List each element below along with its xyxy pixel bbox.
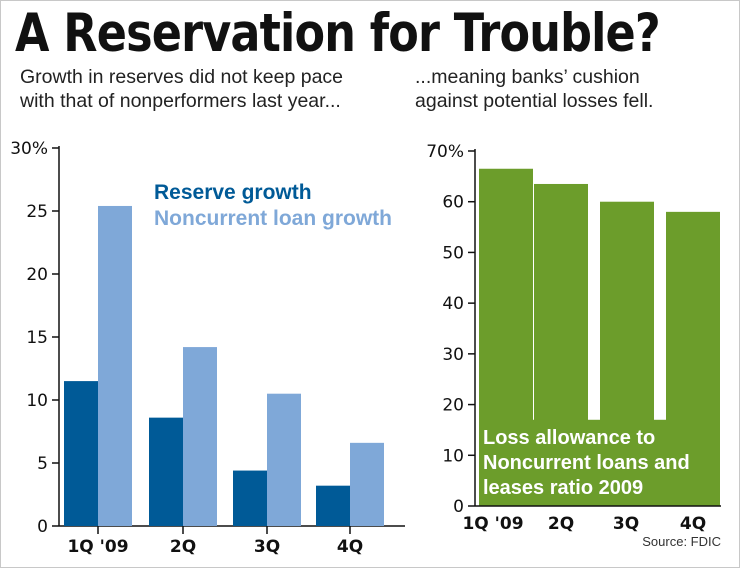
y-tick-label: 70% [426, 142, 464, 162]
x-category-label: 4Q [337, 537, 363, 557]
y-tick-label: 30% [10, 139, 48, 159]
bar-reserve-3 [316, 485, 350, 526]
y-tick-label: 40 [442, 294, 464, 314]
y-tick-label: 5 [37, 454, 48, 474]
y-tick-label: 25 [26, 202, 48, 222]
subtitle-left: Growth in reserves did not keep pace wit… [20, 66, 344, 112]
y-tick-label: 0 [453, 497, 464, 517]
legend-label-noncurrent: Noncurrent loan growth [154, 207, 392, 230]
x-category-label: 1Q '09 [462, 514, 523, 534]
series-label-line: Noncurrent loans and [483, 452, 690, 474]
x-category-label: 1Q '09 [67, 537, 128, 557]
y-tick-label: 15 [26, 328, 48, 348]
bar-gap-fill-0 [533, 419, 545, 506]
x-category-label: 3Q [254, 537, 280, 557]
y-tick-label: 20 [442, 396, 464, 416]
x-category-label: 2Q [548, 514, 574, 534]
x-category-label: 4Q [680, 514, 706, 534]
bar-allowance-3 [666, 211, 720, 506]
series-label-line: Loss allowance to [483, 427, 655, 449]
bar-noncurrent-1 [183, 347, 217, 526]
right-chart: 0 10 20 30 40 50 60 70% 1Q '09 2Q 3Q 4Q Loss allowan… [426, 142, 721, 534]
y-tick-label: 20 [26, 265, 48, 285]
y-tick-label: 10 [26, 391, 48, 411]
y-tick-label: 60 [442, 193, 464, 213]
bar-allowance-2 [600, 201, 654, 506]
source-note: Source: FDIC [642, 534, 721, 549]
bar-noncurrent-2 [267, 393, 301, 526]
series-label-line: leases ratio 2009 [483, 477, 643, 499]
bar-allowance-0 [479, 168, 533, 506]
legend-label-reserve: Reserve growth [154, 181, 312, 204]
y-tick-label: 10 [442, 446, 464, 466]
y-tick-label: 30 [442, 345, 464, 365]
y-tick-label: 50 [442, 243, 464, 263]
bar-reserve-1 [149, 417, 183, 526]
x-category-label: 3Q [613, 514, 639, 534]
y-tick-label: 0 [37, 517, 48, 537]
x-category-label: 2Q [170, 537, 196, 557]
bar-reserve-2 [233, 470, 267, 526]
bar-reserve-0 [64, 381, 98, 526]
bar-gap-fill-2 [654, 419, 666, 506]
left-chart: 0 5 10 15 20 25 30% 1Q '09 2Q 3Q 4Q Reserve growth N… [10, 139, 405, 557]
bar-noncurrent-3 [350, 442, 384, 526]
bar-noncurrent-0 [98, 205, 132, 526]
subtitle-right: ...meaning banks’ cushion against potent… [415, 66, 654, 112]
headline: A Reservation for Trouble? [15, 3, 661, 64]
bar-gap-fill-1 [588, 419, 600, 506]
